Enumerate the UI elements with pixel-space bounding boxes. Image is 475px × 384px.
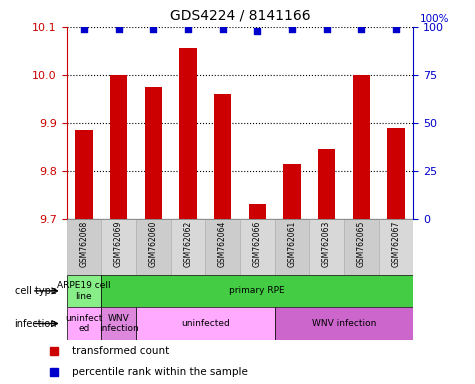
Text: GSM762062: GSM762062 (183, 220, 192, 267)
Text: GSM762065: GSM762065 (357, 220, 366, 267)
Bar (309, 219, 344, 275)
Text: percentile rank within the sample: percentile rank within the sample (72, 367, 248, 377)
Bar (66, 219, 101, 275)
Text: WNV
infection: WNV infection (99, 314, 138, 333)
Text: uninfected: uninfected (181, 319, 229, 328)
Text: uninfect
ed: uninfect ed (65, 314, 103, 333)
Point (358, 26, 365, 32)
Bar (275, 219, 309, 275)
Bar (318, 149, 335, 219)
Point (254, 28, 261, 34)
Text: GSM762060: GSM762060 (149, 220, 158, 267)
Point (392, 26, 400, 32)
Point (288, 26, 295, 32)
Bar (101, 307, 136, 340)
Text: infection: infection (15, 318, 57, 329)
Text: GSM762063: GSM762063 (322, 220, 331, 267)
Bar (171, 219, 205, 275)
Bar (110, 75, 127, 219)
Point (218, 26, 227, 32)
Text: primary RPE: primary RPE (229, 286, 285, 295)
Bar (136, 307, 275, 340)
Text: GSM762066: GSM762066 (253, 220, 262, 267)
Bar (387, 127, 405, 219)
Point (80, 26, 88, 32)
Point (323, 26, 331, 32)
Bar (179, 48, 197, 219)
Bar (205, 219, 240, 275)
Bar (248, 204, 266, 219)
Text: WNV infection: WNV infection (312, 319, 376, 328)
Bar (275, 307, 413, 340)
Text: ARPE19 cell
line: ARPE19 cell line (57, 281, 111, 301)
Bar (144, 87, 162, 219)
Bar (101, 219, 136, 275)
Bar (75, 130, 93, 219)
Title: GDS4224 / 8141166: GDS4224 / 8141166 (170, 9, 310, 23)
Bar (379, 219, 413, 275)
Bar (240, 219, 275, 275)
Text: GSM762069: GSM762069 (114, 220, 123, 267)
Bar (344, 219, 379, 275)
Text: GSM762061: GSM762061 (287, 220, 296, 267)
Text: 100%: 100% (420, 14, 450, 24)
Bar (352, 75, 370, 219)
Bar (214, 94, 231, 219)
Text: GSM762064: GSM762064 (218, 220, 227, 267)
Bar (66, 275, 101, 307)
Point (149, 26, 157, 32)
Point (184, 26, 192, 32)
Bar (136, 219, 171, 275)
Bar (66, 307, 101, 340)
Text: GSM762068: GSM762068 (79, 220, 88, 267)
Text: transformed count: transformed count (72, 346, 170, 356)
Text: GSM762067: GSM762067 (391, 220, 400, 267)
Point (115, 26, 123, 32)
Text: cell type: cell type (15, 286, 57, 296)
Bar (283, 164, 301, 219)
